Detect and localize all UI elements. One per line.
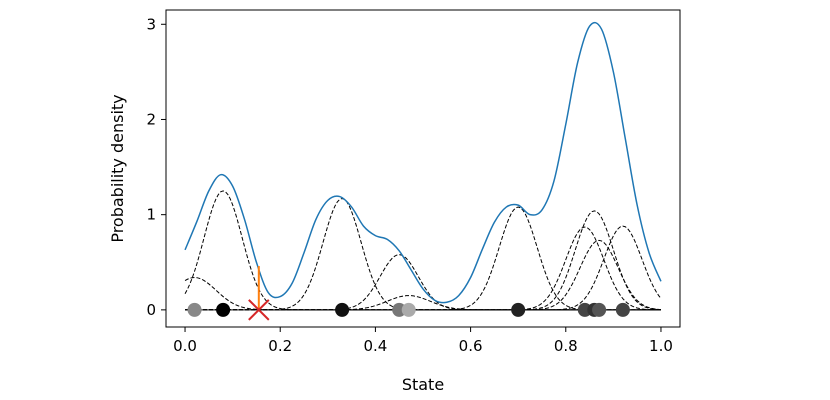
sample-point-2	[216, 302, 231, 317]
y-tick-label: 0	[146, 301, 156, 319]
x-tick-label: 0.6	[459, 337, 483, 355]
y-axis-label: Probability density	[108, 94, 127, 242]
kernel-curves	[184, 190, 662, 311]
sample-point-10	[615, 302, 630, 317]
y-axis-ticks: 0 1 2 3	[146, 15, 166, 319]
sample-point-1	[187, 302, 202, 317]
x-axis-label: State	[402, 375, 444, 394]
sample-point-5	[401, 302, 416, 317]
sample-point-3	[335, 302, 350, 317]
x-tick-label: 0.2	[268, 337, 292, 355]
x-tick-label: 0.0	[173, 337, 197, 355]
x-axis-ticks: 0.0 0.2 0.4 0.6 0.8 1.0	[173, 327, 673, 355]
y-tick-label: 2	[146, 110, 156, 128]
x-tick-label: 1.0	[649, 337, 673, 355]
sample-points	[187, 302, 630, 317]
plot-frame	[165, 9, 681, 328]
sample-point-6	[511, 302, 526, 317]
density-curve	[184, 21, 662, 304]
y-tick-label: 3	[146, 15, 156, 33]
kernel-curve-6	[185, 206, 661, 311]
kernel-curve-7	[185, 226, 661, 311]
sample-point-9	[592, 302, 607, 317]
kernel-curve-9	[185, 239, 661, 311]
y-tick-label: 1	[146, 206, 156, 224]
query-point-marker	[248, 299, 270, 321]
kernel-curve-3	[185, 197, 661, 311]
kernel-curve-10	[185, 225, 662, 311]
x-tick-label: 0.8	[554, 337, 578, 355]
x-tick-label: 0.4	[363, 337, 387, 355]
query-x-stroke-2	[248, 299, 270, 321]
